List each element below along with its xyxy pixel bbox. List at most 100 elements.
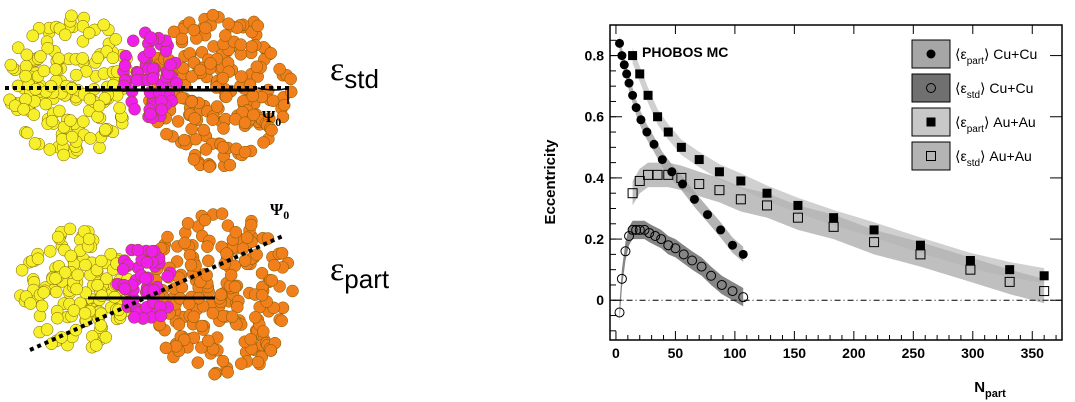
nucleon-a: [20, 48, 34, 62]
nucleon-b: [195, 319, 209, 333]
nucleon-a: [37, 64, 51, 78]
nucleon-a: [53, 104, 66, 118]
data-point-open-circle: [716, 279, 727, 290]
data-point-filled-circle: [657, 155, 667, 165]
nucleon-b: [231, 300, 244, 314]
nucleon-b: [219, 29, 232, 42]
nucleon-a: [43, 245, 57, 258]
data-point-filled-square: [694, 155, 704, 165]
nucleon-a: [82, 232, 96, 246]
y-tick-label: 0.8: [585, 48, 605, 64]
nucleon-b: [255, 288, 269, 302]
x-tick-label: 300: [961, 345, 985, 361]
nucleon-b: [220, 247, 233, 260]
nucleon-b: [235, 70, 248, 83]
nucleon-a: [39, 97, 53, 111]
nucleon-b: [217, 122, 230, 135]
nucleon-b: [208, 367, 221, 381]
part-axis-dotted-line: [29, 233, 286, 352]
data-point-open-square: [735, 194, 746, 205]
data-point-filled-square: [762, 188, 772, 198]
legend-entry: ⟨εpart⟩ Cu+Cu: [955, 46, 1037, 67]
legend-swatch: [911, 141, 951, 171]
nucleon-b: [251, 355, 265, 369]
participant-nucleon: [144, 31, 157, 44]
data-point-filled-square: [628, 51, 638, 61]
nucleon-b: [245, 40, 258, 53]
nucleon-b: [223, 158, 237, 172]
nucleon-b: [185, 70, 199, 83]
y-tick-label: 0.4: [585, 170, 605, 186]
epsilon-part-label: εpart: [330, 251, 390, 294]
nucleon-a: [84, 132, 97, 145]
nucleon-b: [198, 213, 212, 227]
data-point-open-circle: [616, 273, 627, 284]
nucleon-b: [222, 17, 235, 30]
nucleon-b: [244, 332, 257, 346]
nucleon-b: [197, 123, 211, 137]
participant-nucleon: [139, 272, 152, 285]
nucleon-b: [167, 25, 181, 39]
nucleon-b: [204, 57, 217, 70]
data-point-open-circle: [650, 231, 661, 242]
nucleon-b: [286, 284, 299, 298]
y-tick-label: 0.2: [585, 231, 605, 247]
nucleon-b: [201, 334, 215, 348]
data-point-filled-circle: [642, 127, 652, 137]
nucleon-a: [100, 272, 113, 285]
nucleon-b: [181, 217, 195, 230]
nucleon-b: [193, 63, 207, 77]
nucleon-b: [249, 311, 262, 324]
nucleon-b: [169, 340, 183, 353]
nucleon-b: [191, 356, 205, 369]
nucleon-a: [58, 266, 72, 279]
nucleon-a: [49, 63, 62, 76]
data-point-open-circle: [926, 83, 936, 93]
data-point-filled-square: [869, 225, 879, 235]
data-point-filled-circle: [667, 167, 677, 177]
data-point-open-circle: [656, 234, 667, 245]
nucleon-b: [214, 288, 228, 301]
nucleon-b: [178, 133, 191, 147]
nucleon-a: [92, 99, 106, 113]
nucleon-b: [206, 8, 220, 22]
data-point-filled-circle: [728, 240, 738, 250]
data-point-filled-square: [635, 69, 645, 79]
nucleon-a: [41, 41, 54, 55]
nucleon-a: [52, 52, 65, 65]
data-point-open-circle: [634, 224, 645, 235]
data-point-open-square: [714, 185, 725, 196]
nucleon-a: [24, 297, 37, 310]
data-point-filled-circle: [617, 51, 627, 61]
participant-nucleon: [118, 59, 132, 72]
y-tick-label: 0: [596, 292, 604, 308]
nucleon-a: [57, 148, 70, 162]
data-point-filled-square: [793, 200, 803, 210]
nucleon-a: [91, 278, 104, 292]
data-point-open-circle: [614, 307, 625, 318]
nucleon-b: [225, 310, 239, 323]
data-point-open-circle: [644, 227, 655, 238]
nucleon-b: [220, 90, 233, 104]
participant-nucleon: [128, 102, 141, 116]
plot-frame: [609, 24, 1063, 341]
nucleon-a: [70, 282, 83, 296]
data-point-open-circle: [627, 224, 638, 235]
data-point-filled-circle: [636, 115, 646, 125]
nucleon-a: [34, 50, 47, 63]
data-point-filled-square: [915, 240, 925, 250]
nucleon-b: [187, 153, 201, 166]
nucleon-a: [4, 58, 18, 72]
data-point-open-circle: [687, 255, 698, 266]
nucleon-a: [95, 254, 108, 268]
nucleon-b: [215, 207, 229, 220]
data-point-filled-square: [926, 117, 936, 127]
nucleon-a: [58, 28, 72, 42]
nucleon-b: [210, 100, 224, 113]
data-point-open-circle: [678, 249, 689, 260]
nucleon-b: [160, 127, 173, 141]
nucleon-b: [250, 60, 264, 73]
nucleon-a: [91, 51, 105, 64]
nucleon-b: [221, 366, 234, 379]
